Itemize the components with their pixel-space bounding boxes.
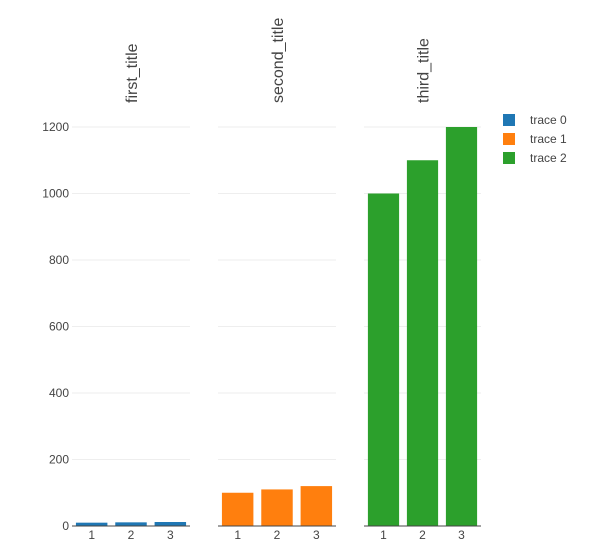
legend-label: trace 1	[530, 132, 567, 146]
x-tick-label: 2	[419, 528, 426, 542]
legend-swatch	[503, 152, 515, 164]
legend-item[interactable]: trace 0	[503, 113, 567, 127]
x-tick-label: 1	[88, 528, 95, 542]
subplot-3: 1 2 3 third_title	[364, 38, 481, 542]
x-tick-label: 2	[274, 528, 281, 542]
bar-trace-2-2[interactable]	[406, 160, 439, 526]
x-tick-label: 3	[167, 528, 174, 542]
bar-trace-0-2[interactable]	[115, 522, 147, 526]
bar-trace-2-1[interactable]	[367, 193, 400, 527]
x-tick-label: 1	[234, 528, 241, 542]
legend-item[interactable]: trace 1	[503, 132, 567, 146]
y-tick-label: 800	[49, 253, 69, 267]
x-tick-label: 2	[128, 528, 135, 542]
legend-label: trace 2	[530, 151, 567, 165]
bar-trace-0-3[interactable]	[154, 522, 187, 526]
x-tick-label: 3	[313, 528, 320, 542]
subplot-1: 1 2 3 first_title	[72, 43, 190, 542]
bar-trace-1-1[interactable]	[221, 492, 254, 526]
y-tick-label: 0	[62, 519, 69, 533]
legend-swatch	[503, 114, 515, 126]
legend[interactable]: trace 0 trace 1 trace 2	[503, 113, 567, 165]
subplot-title: first_title	[124, 43, 141, 103]
subplot-title: third_title	[416, 38, 433, 103]
x-tick-label: 1	[380, 528, 387, 542]
subplot-title: second_title	[270, 18, 287, 103]
bar-trace-0-1[interactable]	[75, 522, 108, 526]
subplot-2: 1 2 3 second_title	[218, 18, 336, 542]
legend-swatch	[503, 133, 515, 145]
y-tick-label: 1000	[42, 187, 69, 201]
bar-trace-2-3[interactable]	[445, 127, 478, 526]
legend-label: trace 0	[530, 113, 567, 127]
y-axis: 0 200 400 600 800 1000 1200	[42, 120, 69, 533]
legend-item[interactable]: trace 2	[503, 151, 567, 165]
subplots: 1 2 3 first_title 1 2 3 second_title 1 2 3 third_ti…	[72, 18, 481, 542]
bar-trace-1-3[interactable]	[300, 486, 333, 526]
y-tick-label: 400	[49, 386, 69, 400]
y-tick-label: 1200	[42, 120, 69, 134]
y-tick-label: 200	[49, 453, 69, 467]
bar-trace-1-2[interactable]	[261, 489, 293, 526]
x-tick-label: 3	[458, 528, 465, 542]
y-tick-label: 600	[49, 320, 69, 334]
